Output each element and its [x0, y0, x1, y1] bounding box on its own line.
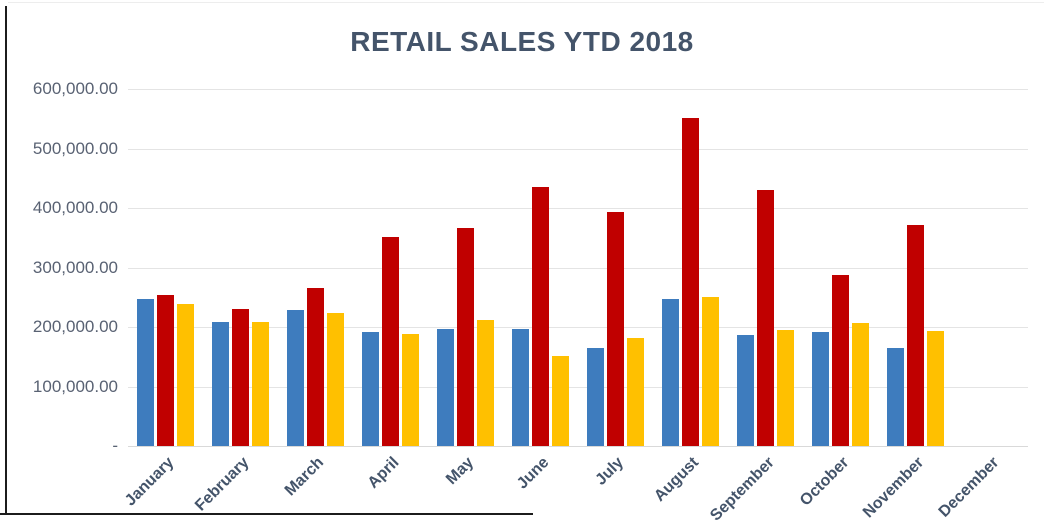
x-label-october: October	[797, 454, 853, 510]
bar-june-yellow-series	[552, 355, 569, 446]
x-tick-slot: December	[936, 452, 1028, 525]
bar-april-red-series	[382, 236, 399, 446]
bar-november-red-series	[907, 225, 924, 446]
bar-may-yellow-series	[477, 319, 494, 446]
bar-group-january	[128, 89, 203, 446]
gridline	[128, 386, 1028, 388]
bar-june-blue-series	[512, 328, 529, 446]
bar-may-blue-series	[437, 328, 454, 446]
y-tick-label: 500,000.00	[32, 138, 118, 158]
bar-october-blue-series	[812, 331, 829, 446]
window-top-edge	[8, 2, 1044, 3]
x-tick-slot: September	[707, 452, 803, 525]
x-tick-slot: June	[503, 452, 578, 525]
gridline	[128, 327, 1028, 328]
bar-group-april	[353, 89, 428, 446]
bar-group-june	[503, 89, 578, 446]
axis-baseline	[128, 446, 1028, 447]
bar-july-blue-series	[587, 348, 604, 446]
bar-june-red-series	[532, 186, 549, 446]
bar-march-blue-series	[287, 310, 304, 446]
x-label-august: August	[651, 454, 703, 505]
bar-january-blue-series	[137, 299, 154, 446]
y-axis: 600,000.00 500,000.00 400,000.00 300,000.00…	[0, 0, 118, 525]
x-tick-slot: February	[192, 452, 278, 525]
gridline	[128, 267, 1028, 269]
bar-group-september	[728, 89, 803, 446]
bar-group-may	[428, 89, 503, 446]
x-label-july: July	[592, 454, 628, 489]
x-label-january: January	[122, 454, 178, 510]
gridline	[128, 208, 1028, 209]
bar-february-yellow-series	[252, 321, 269, 446]
x-tick-slot: March	[278, 452, 353, 525]
bar-march-red-series	[307, 287, 324, 446]
bar-august-yellow-series	[702, 296, 719, 446]
bar-april-yellow-series	[402, 334, 419, 446]
bar-february-red-series	[232, 309, 249, 446]
bar-september-blue-series	[737, 334, 754, 446]
bar-july-yellow-series	[627, 338, 644, 446]
x-label-may: May	[443, 454, 478, 489]
bar-august-red-series	[682, 117, 699, 446]
x-tick-slot: April	[353, 452, 428, 525]
bar-may-red-series	[457, 227, 474, 446]
bar-group-december	[953, 89, 1028, 446]
bar-october-yellow-series	[852, 323, 869, 446]
bar-group-february	[203, 89, 278, 446]
y-tick-label: 400,000.00	[32, 198, 118, 217]
y-tick-label: 300,000.00	[32, 257, 118, 277]
bar-september-red-series	[757, 189, 774, 446]
y-tick-label: 600,000.00	[32, 79, 118, 98]
plot-area	[128, 89, 1028, 447]
bar-march-yellow-series	[327, 312, 344, 446]
gridline	[128, 89, 1028, 90]
gridline	[128, 148, 1028, 150]
bar-group-august	[653, 89, 728, 446]
bar-january-yellow-series	[177, 304, 194, 446]
x-label-march: March	[282, 454, 328, 500]
bar-april-blue-series	[362, 332, 379, 446]
bar-november-yellow-series	[927, 330, 944, 446]
window-left-edge	[5, 6, 7, 515]
chart-title: RETAIL SALES YTD 2018	[350, 26, 694, 57]
x-tick-slot: January	[122, 452, 203, 525]
bar-february-blue-series	[212, 322, 229, 446]
bar-october-red-series	[832, 275, 849, 446]
bar-group-october	[803, 89, 878, 446]
bar-group-march	[278, 89, 353, 446]
y-tick-label: 100,000.00	[32, 376, 118, 396]
x-label-april: April	[364, 454, 403, 492]
x-tick-slot: July	[578, 452, 653, 525]
bar-september-yellow-series	[777, 329, 794, 446]
y-tick-label: 200,000.00	[32, 317, 118, 336]
bar-august-blue-series	[662, 299, 679, 446]
window-bottom-edge	[0, 513, 533, 515]
bar-july-red-series	[607, 212, 624, 446]
bar-group-november	[878, 89, 953, 446]
x-tick-slot: May	[428, 452, 503, 525]
x-label-june: June	[514, 454, 553, 493]
x-axis: January February March April May June July Augu…	[122, 452, 1028, 525]
bar-january-red-series	[157, 294, 174, 446]
y-tick-label: -	[112, 436, 118, 455]
bar-november-blue-series	[887, 348, 904, 446]
bar-group-july	[578, 89, 653, 446]
